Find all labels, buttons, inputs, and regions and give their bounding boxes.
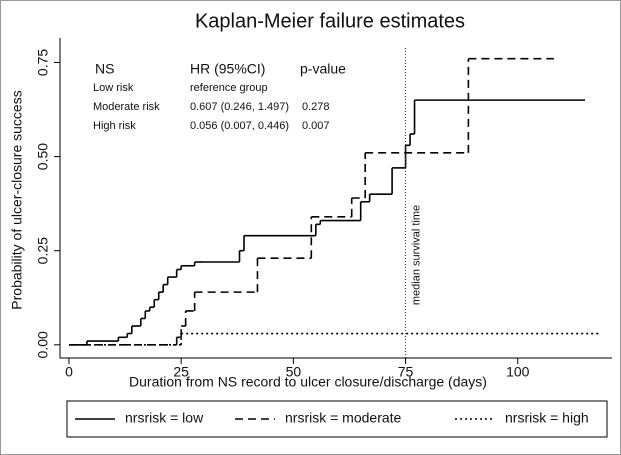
table-cell: 0.607 (0.246, 1.497) xyxy=(190,101,289,113)
y-tick-label: 0.50 xyxy=(35,143,51,170)
y-tick-label: 0.00 xyxy=(35,331,51,358)
table-cell: 0.278 xyxy=(302,101,330,113)
table-cell: Moderate risk xyxy=(93,101,160,113)
table-cell: High risk xyxy=(93,120,136,132)
chart-title: Kaplan-Meier failure estimates xyxy=(195,10,465,32)
x-tick-label: 100 xyxy=(506,364,530,380)
table-cell: 0.056 (0.007, 0.446) xyxy=(190,120,289,132)
y-tick-label: 0.75 xyxy=(35,49,51,76)
legend-label: nrsrisk = high xyxy=(505,410,589,426)
y-axis-label: Probability of ulcer-closure success xyxy=(9,90,25,309)
x-axis-label: Duration from NS record to ulcer closure… xyxy=(129,374,487,390)
table-cell: 0.007 xyxy=(302,120,330,132)
legend-label: nrsrisk = moderate xyxy=(285,410,402,426)
table-header: NS xyxy=(95,61,114,77)
x-tick-label: 25 xyxy=(173,364,189,380)
legend-box xyxy=(66,400,608,438)
median-label: median survival time xyxy=(410,205,422,305)
y-tick-label: 0.25 xyxy=(35,237,51,264)
x-tick-label: 75 xyxy=(398,364,414,380)
table-header: p-value xyxy=(300,61,346,77)
table-cell: Low risk xyxy=(93,82,134,94)
x-tick-label: 50 xyxy=(286,364,302,380)
table-header: HR (95%CI) xyxy=(190,61,265,77)
legend-label: nrsrisk = low xyxy=(125,410,204,426)
table-cell: reference group xyxy=(190,82,268,94)
x-tick-label: 0 xyxy=(65,364,73,380)
